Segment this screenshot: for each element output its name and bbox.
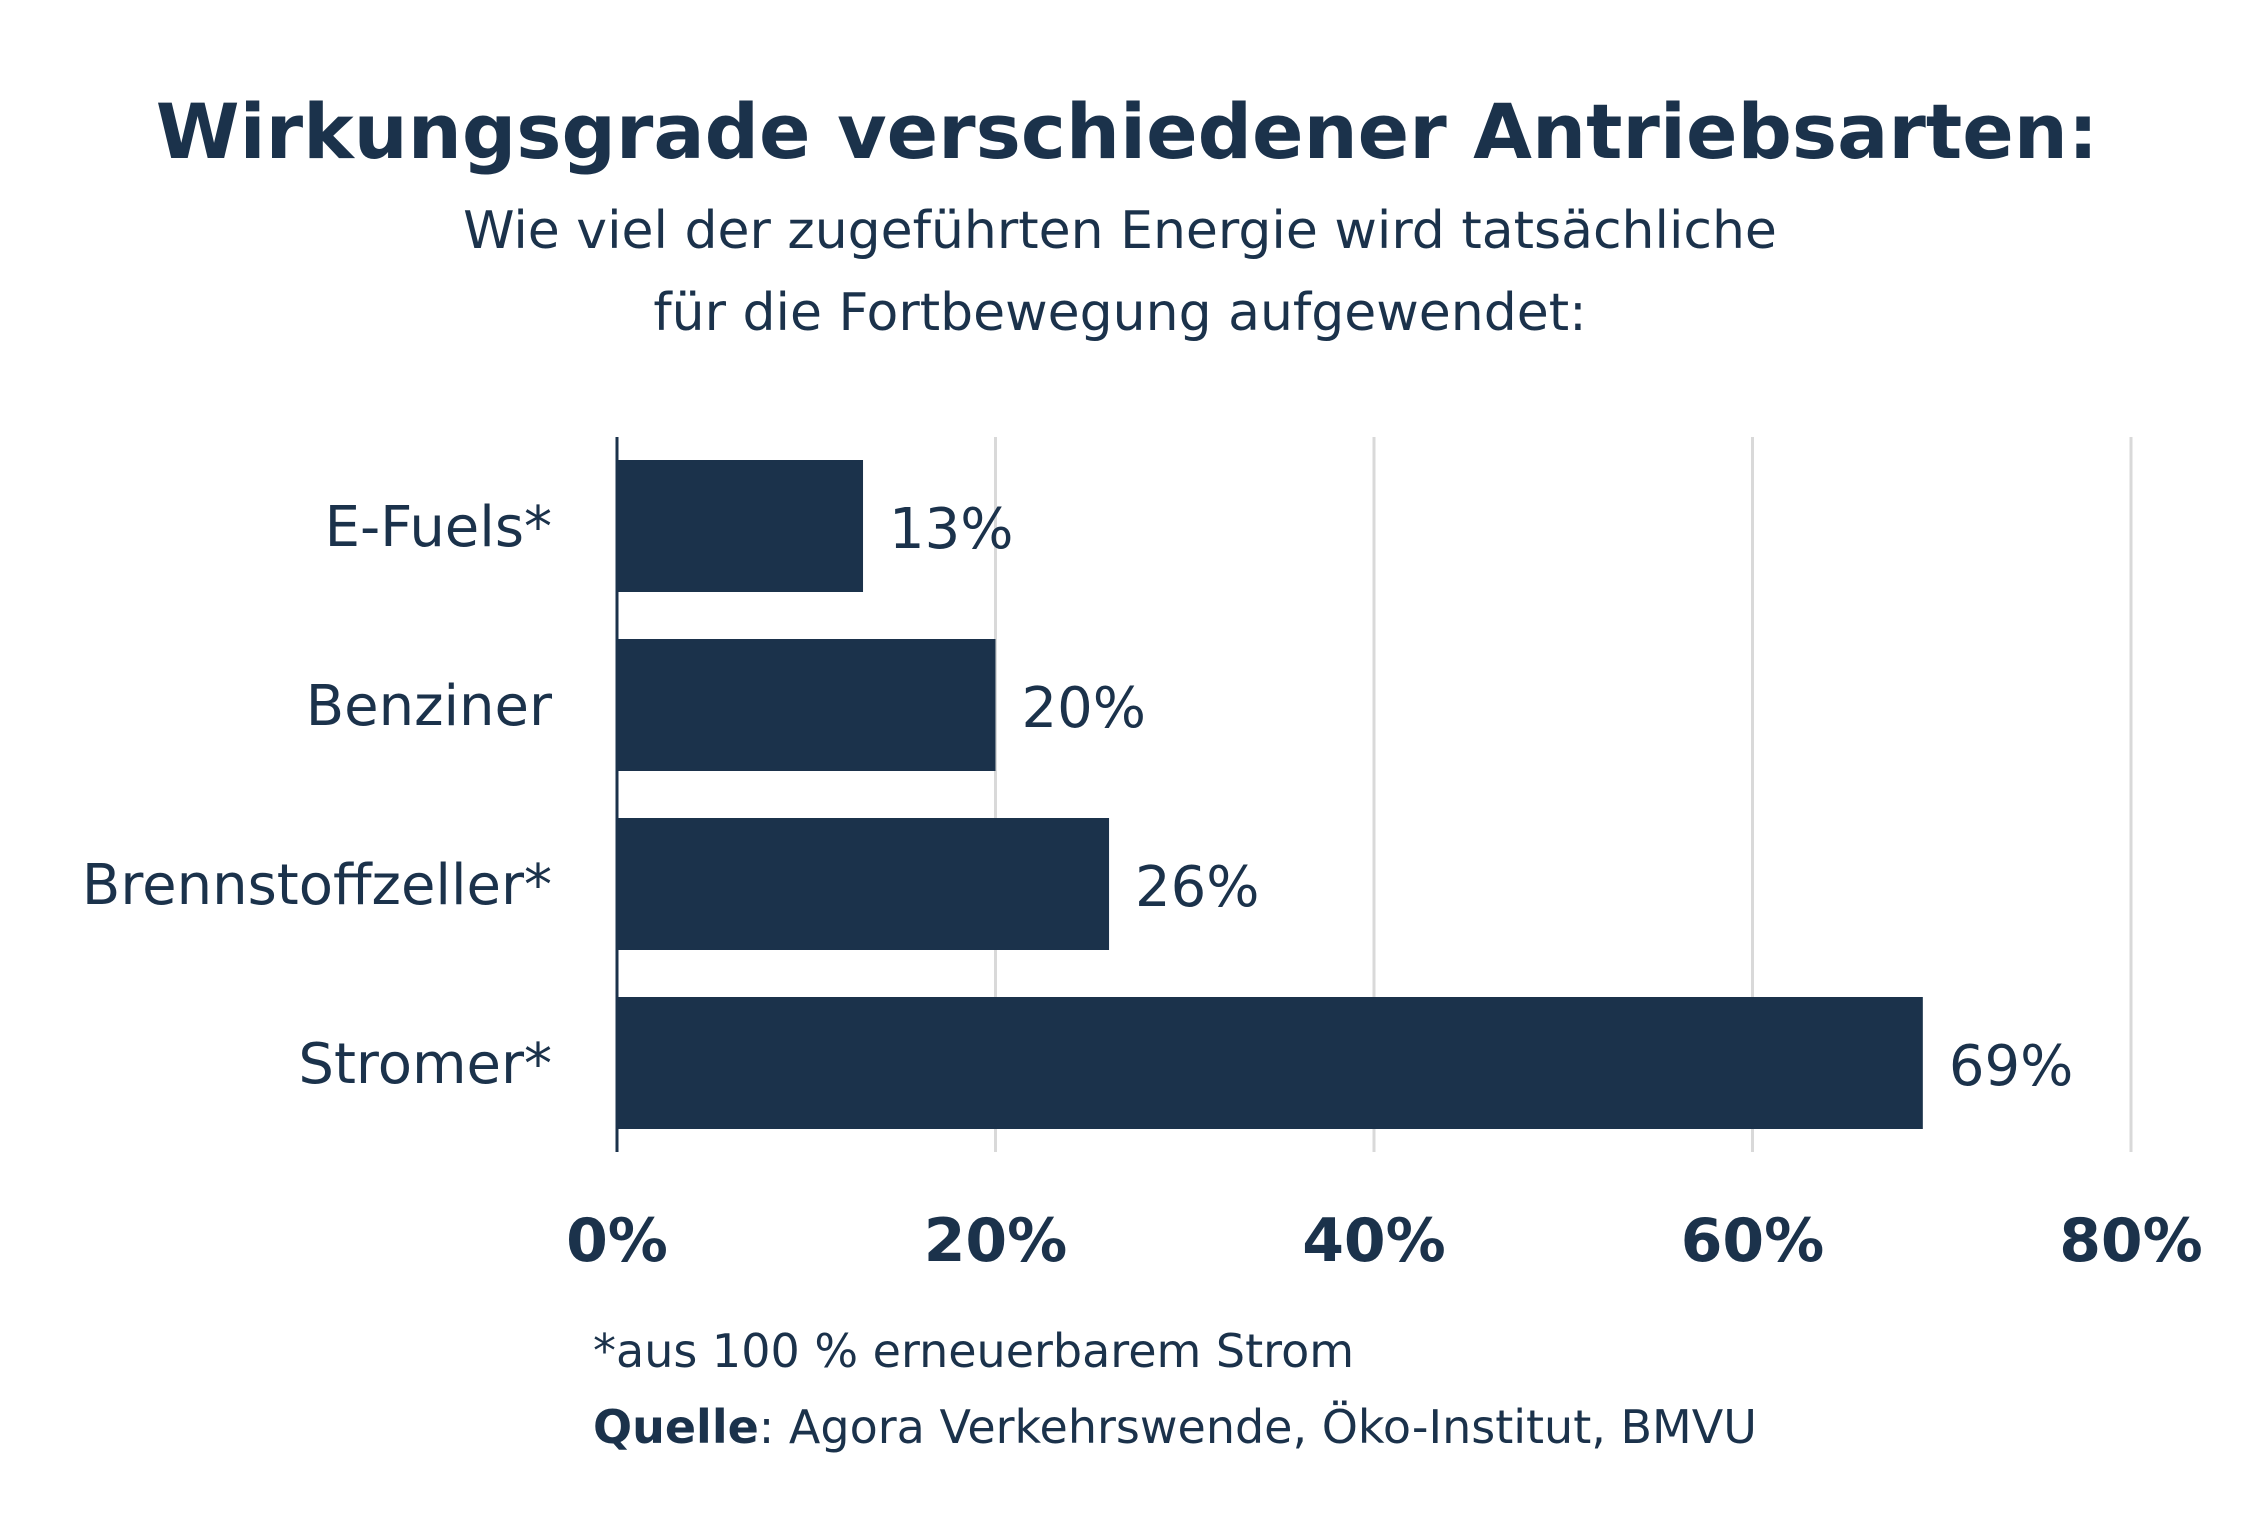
category-label: Benziner — [306, 674, 553, 739]
bar — [617, 997, 1923, 1129]
chart-title: Wirkungsgrade verschiedener Antriebsarte… — [156, 87, 2099, 176]
x-tick-label: 40% — [1302, 1206, 1446, 1276]
source-line: Quelle: Agora Verkehrswende, Öko-Institu… — [593, 1400, 1757, 1454]
value-label: 13% — [889, 497, 1013, 562]
footnote: *aus 100 % erneuerbarem Strom — [593, 1324, 1354, 1378]
x-tick-label: 80% — [2059, 1206, 2203, 1276]
bar — [617, 460, 864, 592]
x-axis-ticks: 0% 20% 40% 60% 80% — [566, 1206, 2203, 1276]
bars: E-Fuels* 13% Benziner 20% Brennstoffzeller* 2… — [82, 460, 2073, 1129]
chart-subtitle-line-2: für die Fortbewegung aufgewendet: — [653, 283, 1586, 343]
x-tick-label: 20% — [924, 1206, 1068, 1276]
x-tick-label: 0% — [566, 1206, 668, 1276]
chart-subtitle-line-1: Wie viel der zugeführten Energie wird ta… — [463, 201, 1777, 261]
value-label: 69% — [1949, 1034, 2073, 1099]
value-label: 26% — [1135, 855, 1259, 920]
x-tick-label: 60% — [1681, 1206, 1825, 1276]
category-label: Brennstoffzeller* — [82, 853, 552, 918]
bar — [617, 818, 1110, 950]
category-label: E-Fuels* — [325, 495, 552, 560]
category-label: Stromer* — [298, 1032, 552, 1097]
source-text: : Agora Verkehrswende, Öko-Institut, BMV… — [759, 1400, 1757, 1454]
source-label: Quelle — [593, 1400, 759, 1454]
bar — [617, 639, 996, 771]
value-label: 20% — [1022, 676, 1146, 741]
